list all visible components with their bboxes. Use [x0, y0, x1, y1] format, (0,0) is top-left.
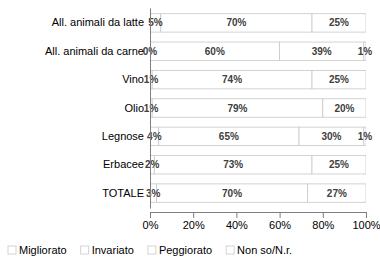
y-tick: All. animali da carne [45, 45, 144, 57]
data-label: 25% [329, 17, 349, 28]
y-axis-line [150, 9, 151, 209]
data-label: 4% [147, 131, 162, 142]
legend-swatch [81, 246, 89, 254]
x-tick-label: 100% [352, 219, 380, 231]
legend-item: Peggiorato [148, 244, 212, 256]
bar-segment [312, 70, 366, 88]
y-tick: Vino [122, 73, 144, 85]
data-label: 39% [312, 46, 332, 57]
bar-segment [156, 184, 307, 202]
data-label: 73% [223, 159, 243, 170]
y-tick: Olio [124, 102, 144, 114]
legend-item: Invariato [81, 244, 134, 256]
x-axis: 0% 20% 40% 60% 80% 100% [143, 212, 380, 231]
data-label: 20% [334, 103, 354, 114]
data-label: 25% [329, 159, 349, 170]
legend-label: Invariato [92, 244, 134, 256]
plot: 5%70%25%0%60%39%1%1%74%25%1%79%20%4%65%3… [45, 9, 380, 231]
x-tick-label: 80% [312, 219, 334, 231]
legend-label: Peggiorato [159, 244, 212, 256]
category-label: Vino [122, 73, 144, 85]
y-tick: All. animali da latte [52, 16, 144, 28]
data-label: 27% [327, 188, 347, 199]
x-tick-mark [323, 212, 324, 218]
x-tick-label: 40% [226, 219, 248, 231]
bar-segment [154, 156, 312, 174]
bar-segment [152, 99, 323, 117]
category-label: TOTALE [102, 187, 144, 199]
bar-segment [159, 127, 299, 145]
category-label: All. animali da latte [52, 16, 144, 28]
data-label: 1% [358, 46, 373, 57]
x-tick-mark [150, 212, 151, 218]
x-tick-mark [193, 212, 194, 218]
y-tick: Erbacee [103, 158, 144, 170]
legend-swatch [148, 246, 156, 254]
x-tick-label: 0% [143, 219, 159, 231]
x-tick-mark [366, 212, 367, 218]
x-tick-mark [280, 212, 281, 218]
x-tick: 80% [312, 212, 334, 231]
x-tick: 20% [183, 212, 205, 231]
bar-segment [299, 127, 364, 145]
bar-segment [152, 70, 312, 88]
data-label: 3% [146, 188, 161, 199]
x-tick-label: 20% [183, 219, 205, 231]
category-label: Legnose [102, 130, 144, 142]
bars [150, 14, 366, 203]
data-label: 79% [227, 103, 247, 114]
bar-segment [312, 156, 366, 174]
x-axis-line [151, 212, 367, 213]
bar-segment [150, 42, 280, 60]
x-tick-mark [236, 212, 237, 218]
data-label: 1% [358, 131, 373, 142]
category-label: Erbacee [103, 158, 144, 170]
bar-segment [161, 14, 312, 32]
legend-item: Migliorato [8, 244, 67, 256]
data-label: 25% [329, 74, 349, 85]
data-label: 65% [219, 131, 239, 142]
x-tick-label: 60% [269, 219, 291, 231]
data-label: 2% [145, 159, 160, 170]
y-tick: TOTALE [102, 187, 144, 199]
x-tick: 0% [143, 212, 159, 231]
data-label: 1% [144, 74, 159, 85]
data-label: 70% [226, 17, 246, 28]
legend-swatch [8, 246, 16, 254]
legend-item: Non so/N.r. [226, 244, 292, 256]
x-tick: 60% [269, 212, 291, 231]
data-label: 74% [222, 74, 242, 85]
category-label: All. animali da carne [45, 45, 144, 57]
y-axis: All. animali da latte All. animali da car… [45, 9, 151, 209]
bar-segment [280, 42, 364, 60]
chart: 5%70%25%0%60%39%1%1%74%25%1%79%20%4%65%3… [0, 0, 380, 274]
data-label: 70% [222, 188, 242, 199]
legend: Migliorato Invariato Peggiorato Non so/N.r. [8, 244, 292, 256]
bar-segment [323, 99, 366, 117]
legend-label: Migliorato [19, 244, 67, 256]
bar-segment [312, 14, 366, 32]
data-label: 60% [205, 46, 225, 57]
data-label: 30% [321, 131, 341, 142]
category-label: Olio [124, 102, 144, 114]
data-label: 1% [144, 103, 159, 114]
data-labels: 5%70%25%0%60%39%1%1%74%25%1%79%20%4%65%3… [143, 17, 372, 198]
x-tick: 100% [352, 212, 380, 231]
x-tick: 40% [226, 212, 248, 231]
bar-segment [308, 184, 366, 202]
legend-swatch [226, 246, 234, 254]
legend-label: Non so/N.r. [237, 244, 292, 256]
y-tick: Legnose [102, 130, 144, 142]
